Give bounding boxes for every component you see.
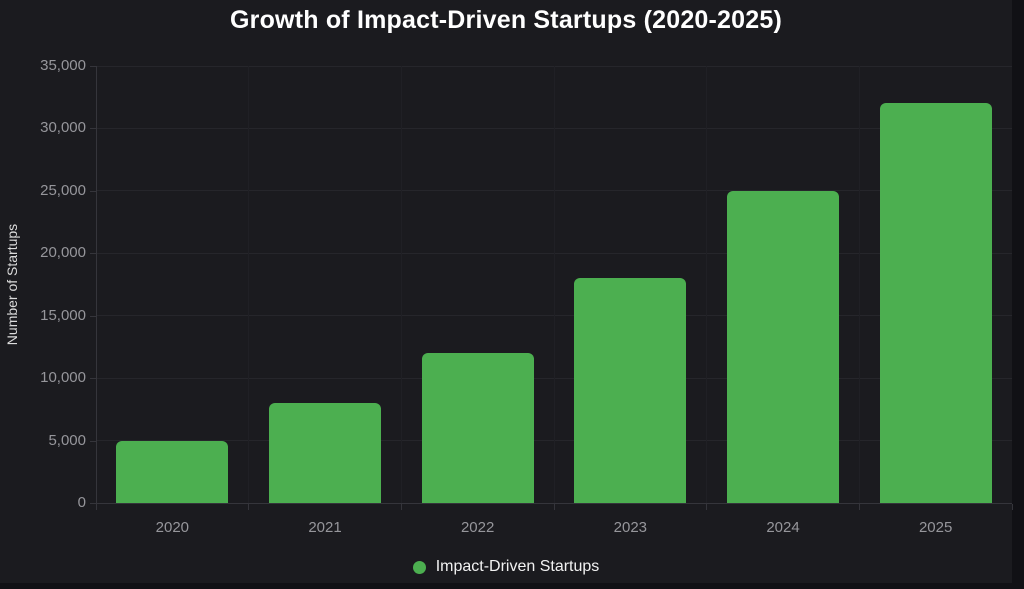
x-tick-label: 2022 xyxy=(460,519,495,536)
y-axis-tick xyxy=(90,315,96,317)
x-axis-tick xyxy=(95,504,97,510)
chart-title: Growth of Impact-Driven Startups (2020-2… xyxy=(230,6,782,34)
x-tick-label: 2025 xyxy=(918,519,953,536)
legend-marker-icon xyxy=(412,560,426,574)
x-axis-tick xyxy=(400,504,402,510)
y-tick-label: 10,000 xyxy=(40,369,86,387)
x-tick-label: 2023 xyxy=(613,519,648,536)
y-tick-label: 25,000 xyxy=(40,181,86,199)
v-gridline xyxy=(553,66,555,503)
y-tick-label: 20,000 xyxy=(40,244,86,262)
x-axis-line xyxy=(90,503,1012,504)
legend-item[interactable]: Impact-Driven Startups xyxy=(412,558,600,576)
y-axis-tick xyxy=(90,378,96,380)
legend: Impact-Driven Startups xyxy=(0,556,1012,578)
y-tick-label: 30,000 xyxy=(40,119,86,137)
bar-2020[interactable] xyxy=(116,441,229,503)
x-tick-label: 2024 xyxy=(766,519,800,536)
y-axis-tick xyxy=(90,503,96,504)
bar-2022[interactable] xyxy=(421,353,534,503)
x-axis-tick xyxy=(248,504,250,510)
y-axis-tick xyxy=(90,128,96,130)
bar-2024[interactable] xyxy=(727,191,839,503)
x-tick-label: 2021 xyxy=(308,519,342,536)
y-axis-line xyxy=(96,66,97,509)
bar-2025[interactable] xyxy=(879,103,992,503)
y-tick-label: 35,000 xyxy=(40,57,86,74)
legend-label: Impact-Driven Startups xyxy=(435,558,600,575)
x-axis-tick xyxy=(1011,504,1013,510)
bar-2023[interactable] xyxy=(574,278,687,503)
x-tick-label: 2020 xyxy=(155,519,190,536)
x-axis-tick xyxy=(858,504,860,510)
y-axis-tick xyxy=(90,66,96,67)
x-axis-tick xyxy=(553,504,555,510)
y-tick-label: 15,000 xyxy=(40,306,86,324)
y-axis-tick xyxy=(90,253,96,255)
y-tick-label: 0 xyxy=(77,494,86,511)
v-gridline xyxy=(248,66,250,503)
chart-card: Growth of Impact-Driven Startups (2020-2… xyxy=(0,6,1013,578)
v-gridline xyxy=(400,66,402,503)
x-axis-tick xyxy=(706,504,708,510)
y-tick-label: 5,000 xyxy=(48,431,86,449)
v-gridline xyxy=(858,66,860,503)
plot-area xyxy=(96,65,1012,503)
v-gridline xyxy=(706,66,708,503)
y-axis-tick xyxy=(90,440,96,442)
y-axis-tick xyxy=(90,190,96,192)
bar-2021[interactable] xyxy=(269,403,381,503)
